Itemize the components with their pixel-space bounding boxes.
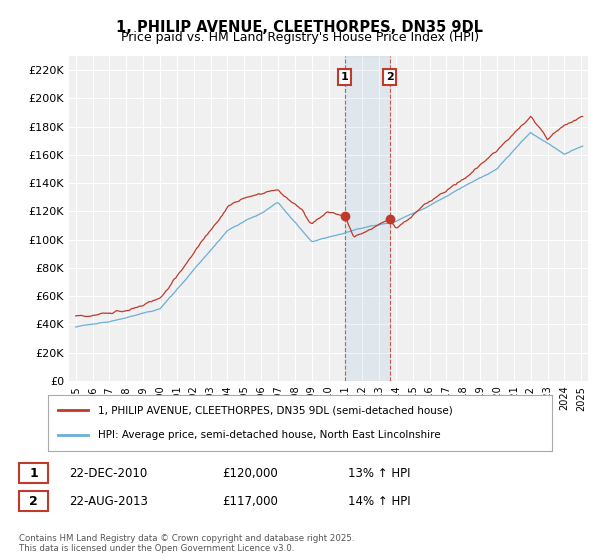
Text: Price paid vs. HM Land Registry's House Price Index (HPI): Price paid vs. HM Land Registry's House … [121,31,479,44]
Text: £117,000: £117,000 [222,494,278,508]
Bar [345,56,390,381]
Text: 1, PHILIP AVENUE, CLEETHORPES, DN35 9DL: 1, PHILIP AVENUE, CLEETHORPES, DN35 9DL [116,20,484,35]
Text: 14% ↑ HPI: 14% ↑ HPI [348,494,410,508]
Text: 22-DEC-2010: 22-DEC-2010 [69,466,147,480]
Text: 2: 2 [29,494,38,508]
Text: 2: 2 [386,72,394,82]
Text: 13% ↑ HPI: 13% ↑ HPI [348,466,410,480]
Text: 1: 1 [341,72,349,82]
Text: 1, PHILIP AVENUE, CLEETHORPES, DN35 9DL (semi-detached house): 1, PHILIP AVENUE, CLEETHORPES, DN35 9DL … [98,405,453,416]
Text: HPI: Average price, semi-detached house, North East Lincolnshire: HPI: Average price, semi-detached house,… [98,430,441,440]
Text: 22-AUG-2013: 22-AUG-2013 [69,494,148,508]
Text: 1: 1 [29,466,38,480]
Text: Contains HM Land Registry data © Crown copyright and database right 2025.
This d: Contains HM Land Registry data © Crown c… [19,534,355,553]
Text: £120,000: £120,000 [222,466,278,480]
